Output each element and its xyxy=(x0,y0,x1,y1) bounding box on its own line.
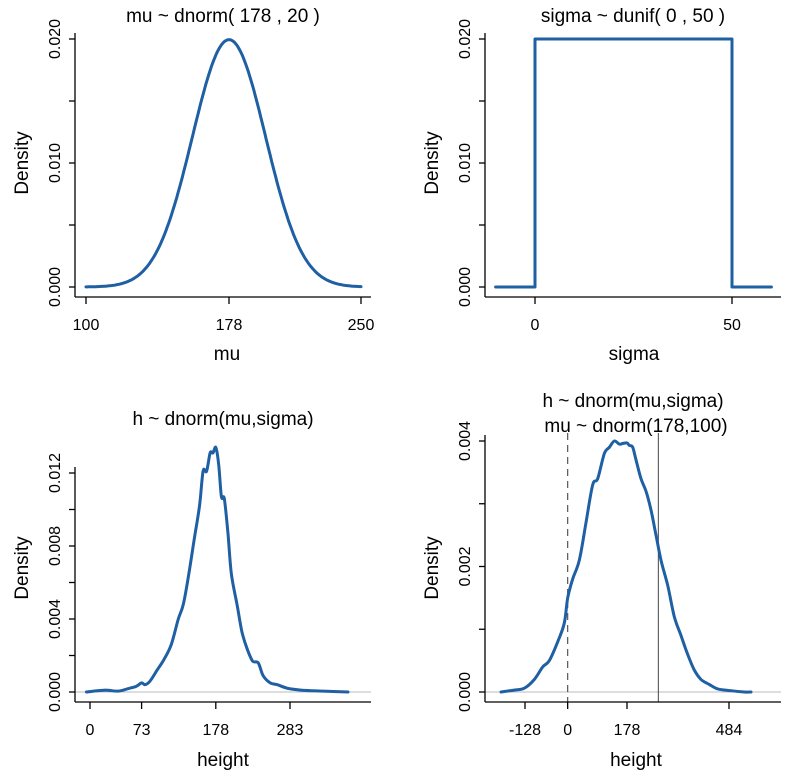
x-tick-label: 250 xyxy=(348,317,375,334)
x-axis-label: height xyxy=(197,750,249,771)
y-tick-label: 0.004 xyxy=(47,599,64,639)
x-tick-label: 484 xyxy=(716,722,743,739)
y-tick-label: 0.012 xyxy=(47,453,64,493)
x-axis-label: mu xyxy=(214,344,240,365)
density-curve xyxy=(494,37,773,289)
plot-area: 0.000 0.002 0.004 -128 0 178 484 xyxy=(457,421,781,739)
panel-title: sigma ~ dunif( 0 , 50 ) xyxy=(541,6,725,27)
panel-prior-predictive: h ~ dnorm(mu,sigma) height Density 0.000… xyxy=(12,409,371,771)
y-axis-label: Density xyxy=(422,536,443,600)
x-tick-label: 283 xyxy=(277,722,304,739)
x-tick-label: -128 xyxy=(509,722,541,739)
panel-title: mu ~ dnorm( 178 , 20 ) xyxy=(126,6,320,27)
x-tick-label: 178 xyxy=(216,317,243,334)
plot-area: 0.000 0.004 0.008 0.012 0 73 178 283 xyxy=(47,445,371,739)
x-tick-label: 73 xyxy=(133,722,151,739)
plot-area: 0.000 0.010 0.020 100 178 250 xyxy=(47,19,374,334)
panel-title-line-2: mu ~ dnorm(178,100) xyxy=(544,416,727,437)
y-axis-label: Density xyxy=(12,131,33,195)
panel-title: h ~ dnorm(mu,sigma) xyxy=(132,409,313,430)
x-tick-label: 178 xyxy=(614,722,641,739)
panel-prior-predictive-wide: h ~ dnorm(mu,sigma) mu ~ dnorm(178,100) … xyxy=(422,391,781,771)
x-axis-label: height xyxy=(610,750,662,771)
density-curve xyxy=(84,445,350,694)
panel-sigma-prior: sigma ~ dunif( 0 , 50 ) sigma Density 0.… xyxy=(422,6,781,365)
y-axis-label: Density xyxy=(422,131,443,195)
y-axis-label: Density xyxy=(12,536,33,600)
x-axis-label: sigma xyxy=(609,344,660,365)
density-curve xyxy=(499,439,753,694)
y-tick-label: 0.010 xyxy=(457,143,474,183)
y-tick-label: 0.010 xyxy=(47,143,64,183)
x-tick-label: 50 xyxy=(723,317,741,334)
x-tick-label: 100 xyxy=(73,317,100,334)
y-tick-label: 0.002 xyxy=(457,546,474,586)
panel-mu-prior: mu ~ dnorm( 178 , 20 ) mu Density 0.0000… xyxy=(12,6,374,365)
plot-area: 0.000 0.010 0.020 0 50 xyxy=(457,19,781,334)
y-tick-label: 0.004 xyxy=(457,421,474,461)
y-tick-label: 0.000 xyxy=(47,267,64,307)
y-tick-label: 0.020 xyxy=(457,19,474,59)
x-tick-label: 178 xyxy=(202,722,229,739)
x-tick-label: 0 xyxy=(531,317,540,334)
y-tick-label: 0.000 xyxy=(457,267,474,307)
x-tick-label: 0 xyxy=(86,722,95,739)
density-curve xyxy=(84,38,363,289)
y-tick-label: 0.020 xyxy=(47,19,64,59)
y-tick-label: 0.000 xyxy=(47,672,64,712)
panel-title-line-1: h ~ dnorm(mu,sigma) xyxy=(542,391,723,412)
y-tick-label: 0.008 xyxy=(47,526,64,566)
x-tick-label: 0 xyxy=(563,722,572,739)
y-tick-label: 0.000 xyxy=(457,672,474,712)
